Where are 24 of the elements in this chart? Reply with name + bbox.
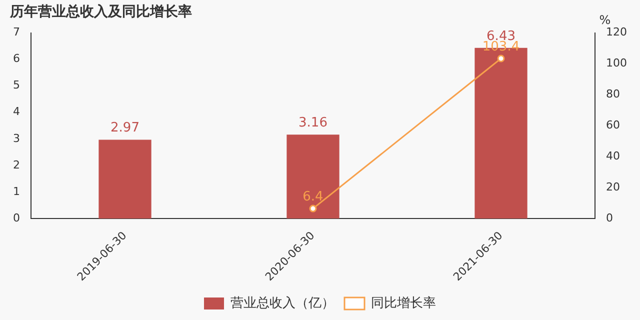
y2-tick-label: 80 xyxy=(606,88,620,101)
y-tick-label: 0 xyxy=(13,211,20,224)
legend-label: 营业总收入（亿） xyxy=(230,296,334,311)
y-tick-label: 1 xyxy=(13,184,20,198)
y2-tick-label: 40 xyxy=(606,149,620,162)
y-tick-label: 4 xyxy=(13,105,20,118)
y2-axis-title: % xyxy=(599,12,611,27)
y-tick-label: 3 xyxy=(13,132,20,145)
bar xyxy=(98,140,152,218)
y-tick-label: 7 xyxy=(13,26,20,39)
data-label: 2.97 xyxy=(110,120,140,136)
y2-tick-label: 100 xyxy=(606,56,628,70)
y-tick-label: 5 xyxy=(13,78,20,92)
legend-label: 同比增长率 xyxy=(371,294,436,311)
y2-tick-label: 60 xyxy=(606,118,620,132)
bar xyxy=(286,134,340,218)
y-tick-label: 6 xyxy=(13,52,20,66)
data-label: 6.4 xyxy=(302,189,324,204)
chart-title: 历年营业总收入及同比增长率 xyxy=(9,3,192,20)
data-label: 3.16 xyxy=(298,116,328,131)
y-tick-label: 2 xyxy=(13,158,20,172)
y2-tick-label: 20 xyxy=(606,180,620,194)
y2-tick-label: 120 xyxy=(606,26,628,39)
y2-tick-label: 0 xyxy=(606,211,614,224)
